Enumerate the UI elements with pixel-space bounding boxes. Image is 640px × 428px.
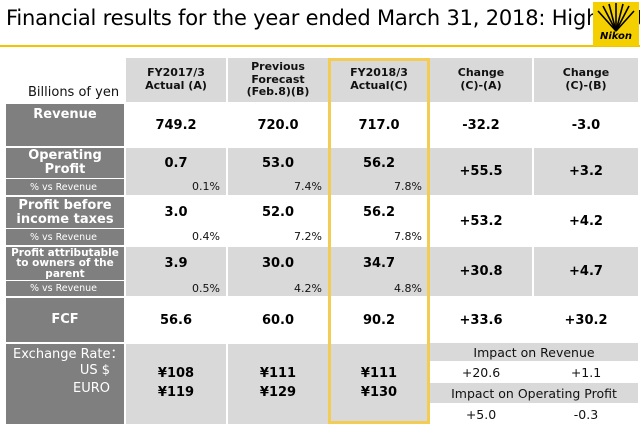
title-underline xyxy=(0,45,640,47)
header-change-c-a: Change (C)-(A) xyxy=(430,58,532,102)
table-cell: +30.8 xyxy=(430,247,532,296)
table-cell: 90.2 xyxy=(330,298,428,342)
table-cell: 56.2 xyxy=(330,197,428,228)
row-sublabel-pct: % vs Revenue xyxy=(6,281,124,296)
impact-revenue-c-b: +1.1 xyxy=(534,362,638,382)
logo-wordmark: Nikon xyxy=(599,31,633,42)
table-cell-pct: 7.8% xyxy=(330,228,428,245)
table-cell: +4.2 xyxy=(534,197,638,245)
euro-rate-fy2018: ¥130 xyxy=(360,384,398,400)
table-cell: 34.7 xyxy=(330,247,428,280)
header-fy2018-actual: FY2018/3 Actual(C) xyxy=(330,58,428,102)
table-cell-pct: 0.1% xyxy=(126,178,226,195)
table-cell: 30.0 xyxy=(228,247,328,280)
table-cell: +55.5 xyxy=(430,148,532,195)
table-cell: 56.2 xyxy=(330,148,428,178)
table-cell: +3.2 xyxy=(534,148,638,195)
table-cell: 717.0 xyxy=(330,104,428,146)
header-previous-forecast: Previous Forecast (Feb.8)(B) xyxy=(228,58,328,102)
row-label-revenue: Revenue xyxy=(6,104,124,146)
table-cell: 53.0 xyxy=(228,148,328,178)
table-cell-pct: 0.4% xyxy=(126,228,226,245)
euro-label: EURO xyxy=(6,380,124,424)
header-fy2017-actual: FY2017/3 Actual (A) xyxy=(126,58,226,102)
unit-label: Billions of yen xyxy=(28,85,120,100)
table-cell-pct: 7.8% xyxy=(330,178,428,195)
table-cell-pct: 4.8% xyxy=(330,280,428,296)
table-cell: +53.2 xyxy=(430,197,532,245)
exchange-rate-label: Exchange Rate： xyxy=(6,344,124,362)
usd-rate-forecast: ¥111 xyxy=(259,365,297,381)
page-title: Financial results for the year ended Mar… xyxy=(6,6,640,30)
table-cell: -3.0 xyxy=(534,104,638,146)
table-cell: 749.2 xyxy=(126,104,226,146)
usd-rate-fy2017: ¥108 xyxy=(157,365,195,381)
table-cell: +33.6 xyxy=(430,298,532,342)
row-label-profit-attributable: Profit attributable to owners of the par… xyxy=(6,247,124,280)
usd-rate-fy2018: ¥111 xyxy=(360,365,398,381)
table-cell-pct: 0.5% xyxy=(126,280,226,296)
table-cell: 3.0 xyxy=(126,197,226,228)
table-cell-pct: 4.2% xyxy=(228,280,328,296)
table-cell: 3.9 xyxy=(126,247,226,280)
row-label-profit-before-taxes: Profit before income taxes xyxy=(6,197,124,228)
impact-op-header: Impact on Operating Profit xyxy=(430,383,638,403)
table-cell: 60.0 xyxy=(228,298,328,342)
impact-op-c-a: +5.0 xyxy=(430,404,532,424)
row-sublabel-pct: % vs Revenue xyxy=(6,229,124,245)
table-cell-pct: 7.4% xyxy=(228,178,328,195)
usd-label: US $ xyxy=(6,361,124,380)
header-change-c-b: Change (C)-(B) xyxy=(534,58,638,102)
table-cell: +4.7 xyxy=(534,247,638,296)
row-label-fcf: FCF xyxy=(6,298,124,342)
impact-revenue-header: Impact on Revenue xyxy=(430,343,638,361)
euro-rate-fy2017: ¥119 xyxy=(157,384,195,400)
table-cell: -32.2 xyxy=(430,104,532,146)
fx-column-bg xyxy=(126,344,226,424)
table-cell: 0.7 xyxy=(126,148,226,178)
impact-revenue-c-a: +20.6 xyxy=(430,362,532,382)
fx-column-bg xyxy=(228,344,328,424)
euro-rate-forecast: ¥129 xyxy=(259,384,297,400)
impact-op-c-b: -0.3 xyxy=(534,404,638,424)
nikon-logo: Nikon xyxy=(593,2,639,46)
table-cell: 720.0 xyxy=(228,104,328,146)
row-label-operating-profit: Operating Profit xyxy=(6,148,124,178)
table-cell: 52.0 xyxy=(228,197,328,228)
table-cell: 56.6 xyxy=(126,298,226,342)
table-cell-pct: 7.2% xyxy=(228,228,328,245)
row-sublabel-pct: % vs Revenue xyxy=(6,179,124,195)
logo-rays-icon xyxy=(597,3,635,32)
table-cell: +30.2 xyxy=(534,298,638,342)
fx-column-bg xyxy=(330,344,428,424)
